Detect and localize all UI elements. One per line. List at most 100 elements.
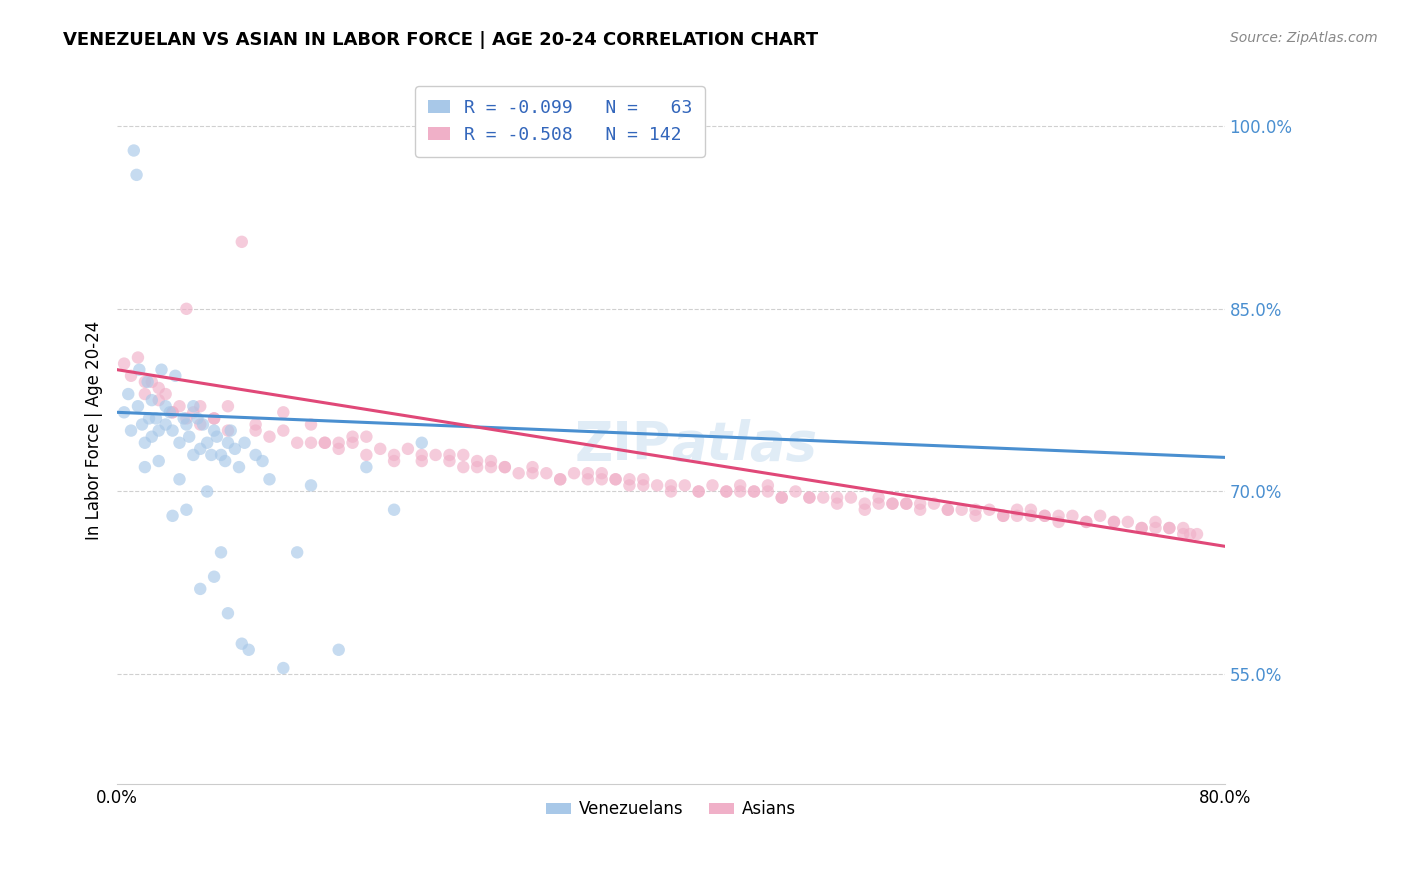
Point — [299, 435, 322, 450]
Point — [770, 491, 793, 505]
Point — [728, 478, 751, 492]
Point — [183, 399, 205, 413]
Point — [209, 448, 232, 462]
Point — [853, 502, 876, 516]
Point — [950, 502, 973, 516]
Point — [188, 417, 211, 432]
Point — [936, 502, 959, 516]
Point — [536, 467, 558, 481]
Point — [825, 497, 848, 511]
Point — [716, 484, 738, 499]
Point — [439, 454, 461, 468]
Point — [1076, 515, 1098, 529]
Point — [368, 442, 391, 456]
Point — [548, 472, 571, 486]
Point — [233, 435, 256, 450]
Point — [176, 417, 198, 432]
Point — [245, 448, 267, 462]
Point — [200, 448, 222, 462]
Point — [770, 491, 793, 505]
Point — [756, 484, 779, 499]
Point — [195, 484, 218, 499]
Point — [285, 545, 308, 559]
Point — [202, 411, 225, 425]
Point — [217, 399, 239, 413]
Text: Source: ZipAtlas.com: Source: ZipAtlas.com — [1230, 31, 1378, 45]
Legend: Venezuelans, Asians: Venezuelans, Asians — [538, 794, 803, 825]
Point — [176, 411, 198, 425]
Point — [659, 478, 682, 492]
Point — [165, 368, 187, 383]
Point — [908, 502, 931, 516]
Point — [1159, 521, 1181, 535]
Point — [134, 435, 156, 450]
Point — [562, 467, 585, 481]
Point — [619, 478, 641, 492]
Point — [411, 454, 433, 468]
Point — [128, 362, 150, 376]
Point — [853, 497, 876, 511]
Point — [245, 424, 267, 438]
Point — [799, 491, 821, 505]
Point — [453, 460, 475, 475]
Point — [112, 405, 135, 419]
Point — [342, 430, 364, 444]
Point — [382, 448, 405, 462]
Point — [122, 144, 145, 158]
Point — [188, 442, 211, 456]
Point — [231, 637, 253, 651]
Point — [396, 442, 419, 456]
Point — [188, 582, 211, 596]
Point — [1076, 515, 1098, 529]
Point — [965, 508, 987, 523]
Point — [169, 472, 191, 486]
Point — [742, 484, 765, 499]
Point — [183, 448, 205, 462]
Point — [508, 467, 530, 481]
Point — [576, 472, 599, 486]
Point — [742, 484, 765, 499]
Point — [882, 497, 904, 511]
Point — [186, 411, 208, 425]
Point — [176, 502, 198, 516]
Point — [1062, 508, 1084, 523]
Point — [155, 387, 177, 401]
Point — [217, 435, 239, 450]
Point — [1130, 521, 1153, 535]
Point — [1130, 521, 1153, 535]
Point — [1173, 527, 1195, 541]
Point — [162, 508, 184, 523]
Point — [328, 642, 350, 657]
Point — [591, 472, 613, 486]
Point — [328, 442, 350, 456]
Point — [1102, 515, 1125, 529]
Point — [993, 508, 1015, 523]
Point — [127, 351, 149, 365]
Point — [979, 502, 1001, 516]
Point — [205, 430, 228, 444]
Point — [673, 478, 696, 492]
Point — [169, 435, 191, 450]
Point — [273, 661, 295, 675]
Point — [1088, 508, 1111, 523]
Point — [411, 448, 433, 462]
Point — [202, 411, 225, 425]
Point — [356, 460, 378, 475]
Point — [195, 435, 218, 450]
Point — [150, 362, 173, 376]
Point — [231, 235, 253, 249]
Point — [1033, 508, 1056, 523]
Point — [465, 454, 488, 468]
Point — [176, 301, 198, 316]
Point — [314, 435, 336, 450]
Point — [839, 491, 862, 505]
Point — [141, 375, 163, 389]
Point — [162, 424, 184, 438]
Point — [908, 497, 931, 511]
Point — [494, 460, 516, 475]
Point — [965, 502, 987, 516]
Point — [1019, 502, 1042, 516]
Point — [479, 454, 502, 468]
Point — [299, 417, 322, 432]
Point — [238, 642, 260, 657]
